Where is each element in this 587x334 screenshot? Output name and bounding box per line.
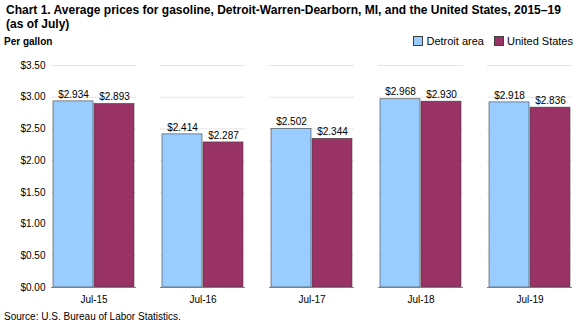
svg-text:Jul-15: Jul-15 (80, 294, 108, 305)
svg-text:$0.00: $0.00 (20, 282, 45, 293)
svg-text:$3.50: $3.50 (20, 60, 45, 71)
html-text:United States: United States (507, 35, 573, 47)
html-text:Per gallon: Per gallon (4, 35, 53, 47)
svg-text:$2.836: $2.836 (535, 95, 566, 106)
html-text:Source: U.S. Bureau of Labor S: Source: U.S. Bureau of Labor Statistics. (4, 311, 181, 322)
svg-text:$3.00: $3.00 (20, 91, 45, 102)
svg-text:$2.968: $2.968 (385, 86, 416, 97)
svg-text:$2.344: $2.344 (317, 126, 348, 137)
svg-text:$2.502: $2.502 (276, 116, 307, 127)
svg-text:$2.00: $2.00 (20, 155, 45, 166)
html-text:Detroit area: Detroit area (426, 35, 484, 47)
svg-text:Jul-19: Jul-19 (516, 294, 544, 305)
svg-text:Jul-18: Jul-18 (407, 294, 435, 305)
svg-text:$2.918: $2.918 (494, 90, 525, 101)
svg-text:$0.50: $0.50 (20, 250, 45, 261)
svg-text:$2.893: $2.893 (99, 91, 130, 102)
svg-text:$2.934: $2.934 (58, 89, 89, 100)
svg-text:Jul-17: Jul-17 (298, 294, 326, 305)
svg-text:$2.414: $2.414 (167, 122, 198, 133)
svg-text:$2.930: $2.930 (426, 89, 457, 100)
svg-text:$2.50: $2.50 (20, 123, 45, 134)
svg-text:$1.00: $1.00 (20, 218, 45, 229)
html-text:Chart 1. Average prices for ga: Chart 1. Average prices for gasoline, De… (6, 3, 561, 31)
svg-text:Jul-16: Jul-16 (189, 294, 217, 305)
svg-text:$1.50: $1.50 (20, 187, 45, 198)
svg-text:$2.287: $2.287 (208, 130, 239, 141)
